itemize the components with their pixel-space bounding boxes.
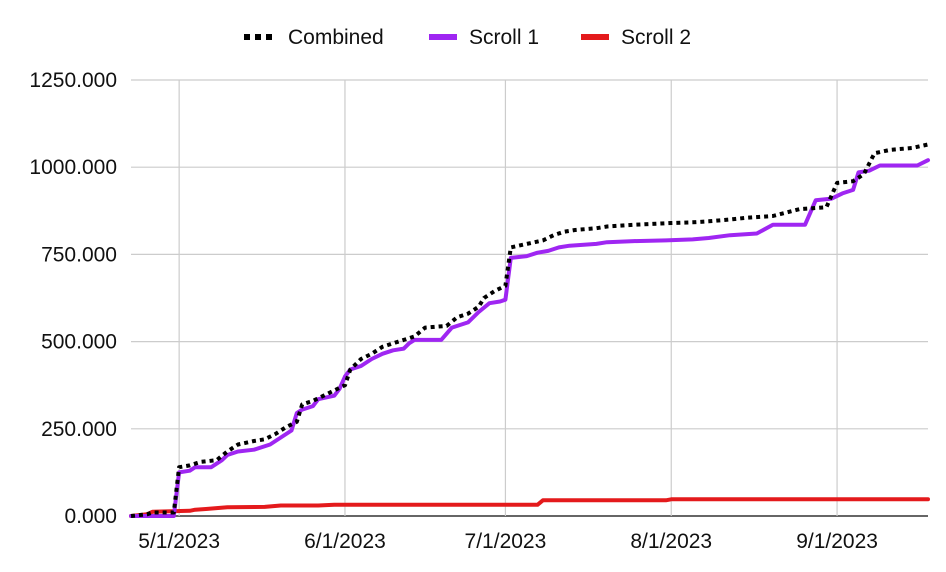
series-line-scroll-2 — [129, 497, 930, 518]
y-tick-label: 1250.000 — [29, 69, 117, 92]
legend-item-scroll-2: Scroll 2 — [581, 26, 691, 49]
y-tick-label: 250.000 — [41, 418, 117, 441]
x-tick-label: 9/1/2023 — [796, 530, 878, 553]
legend: Combined Scroll 1 Scroll 2 — [244, 26, 691, 49]
legend-label: Scroll 1 — [469, 26, 539, 49]
legend-item-scroll-1: Scroll 1 — [429, 26, 539, 49]
y-tick-label: 750.000 — [41, 243, 117, 266]
grid-lines — [131, 79, 928, 517]
legend-label: Scroll 2 — [621, 26, 691, 49]
x-tick-label: 5/1/2023 — [138, 530, 220, 553]
y-tick-label: 0.000 — [64, 505, 117, 528]
legend-label: Combined — [288, 26, 384, 49]
x-tick-label: 6/1/2023 — [304, 530, 386, 553]
legend-item-combined: Combined — [244, 26, 384, 49]
x-tick-label: 7/1/2023 — [465, 530, 547, 553]
y-tick-label: 500.000 — [41, 331, 117, 354]
y-tick-label: 1000.000 — [29, 156, 117, 179]
series-line-scroll-1 — [129, 158, 930, 518]
axes-labels: 0.000 250.000 500.000 750.000 1000.000 1250.0… — [29, 69, 878, 553]
series-line-combined — [130, 142, 929, 518]
x-tick-label: 8/1/2023 — [630, 530, 712, 553]
series-lines — [129, 142, 930, 518]
